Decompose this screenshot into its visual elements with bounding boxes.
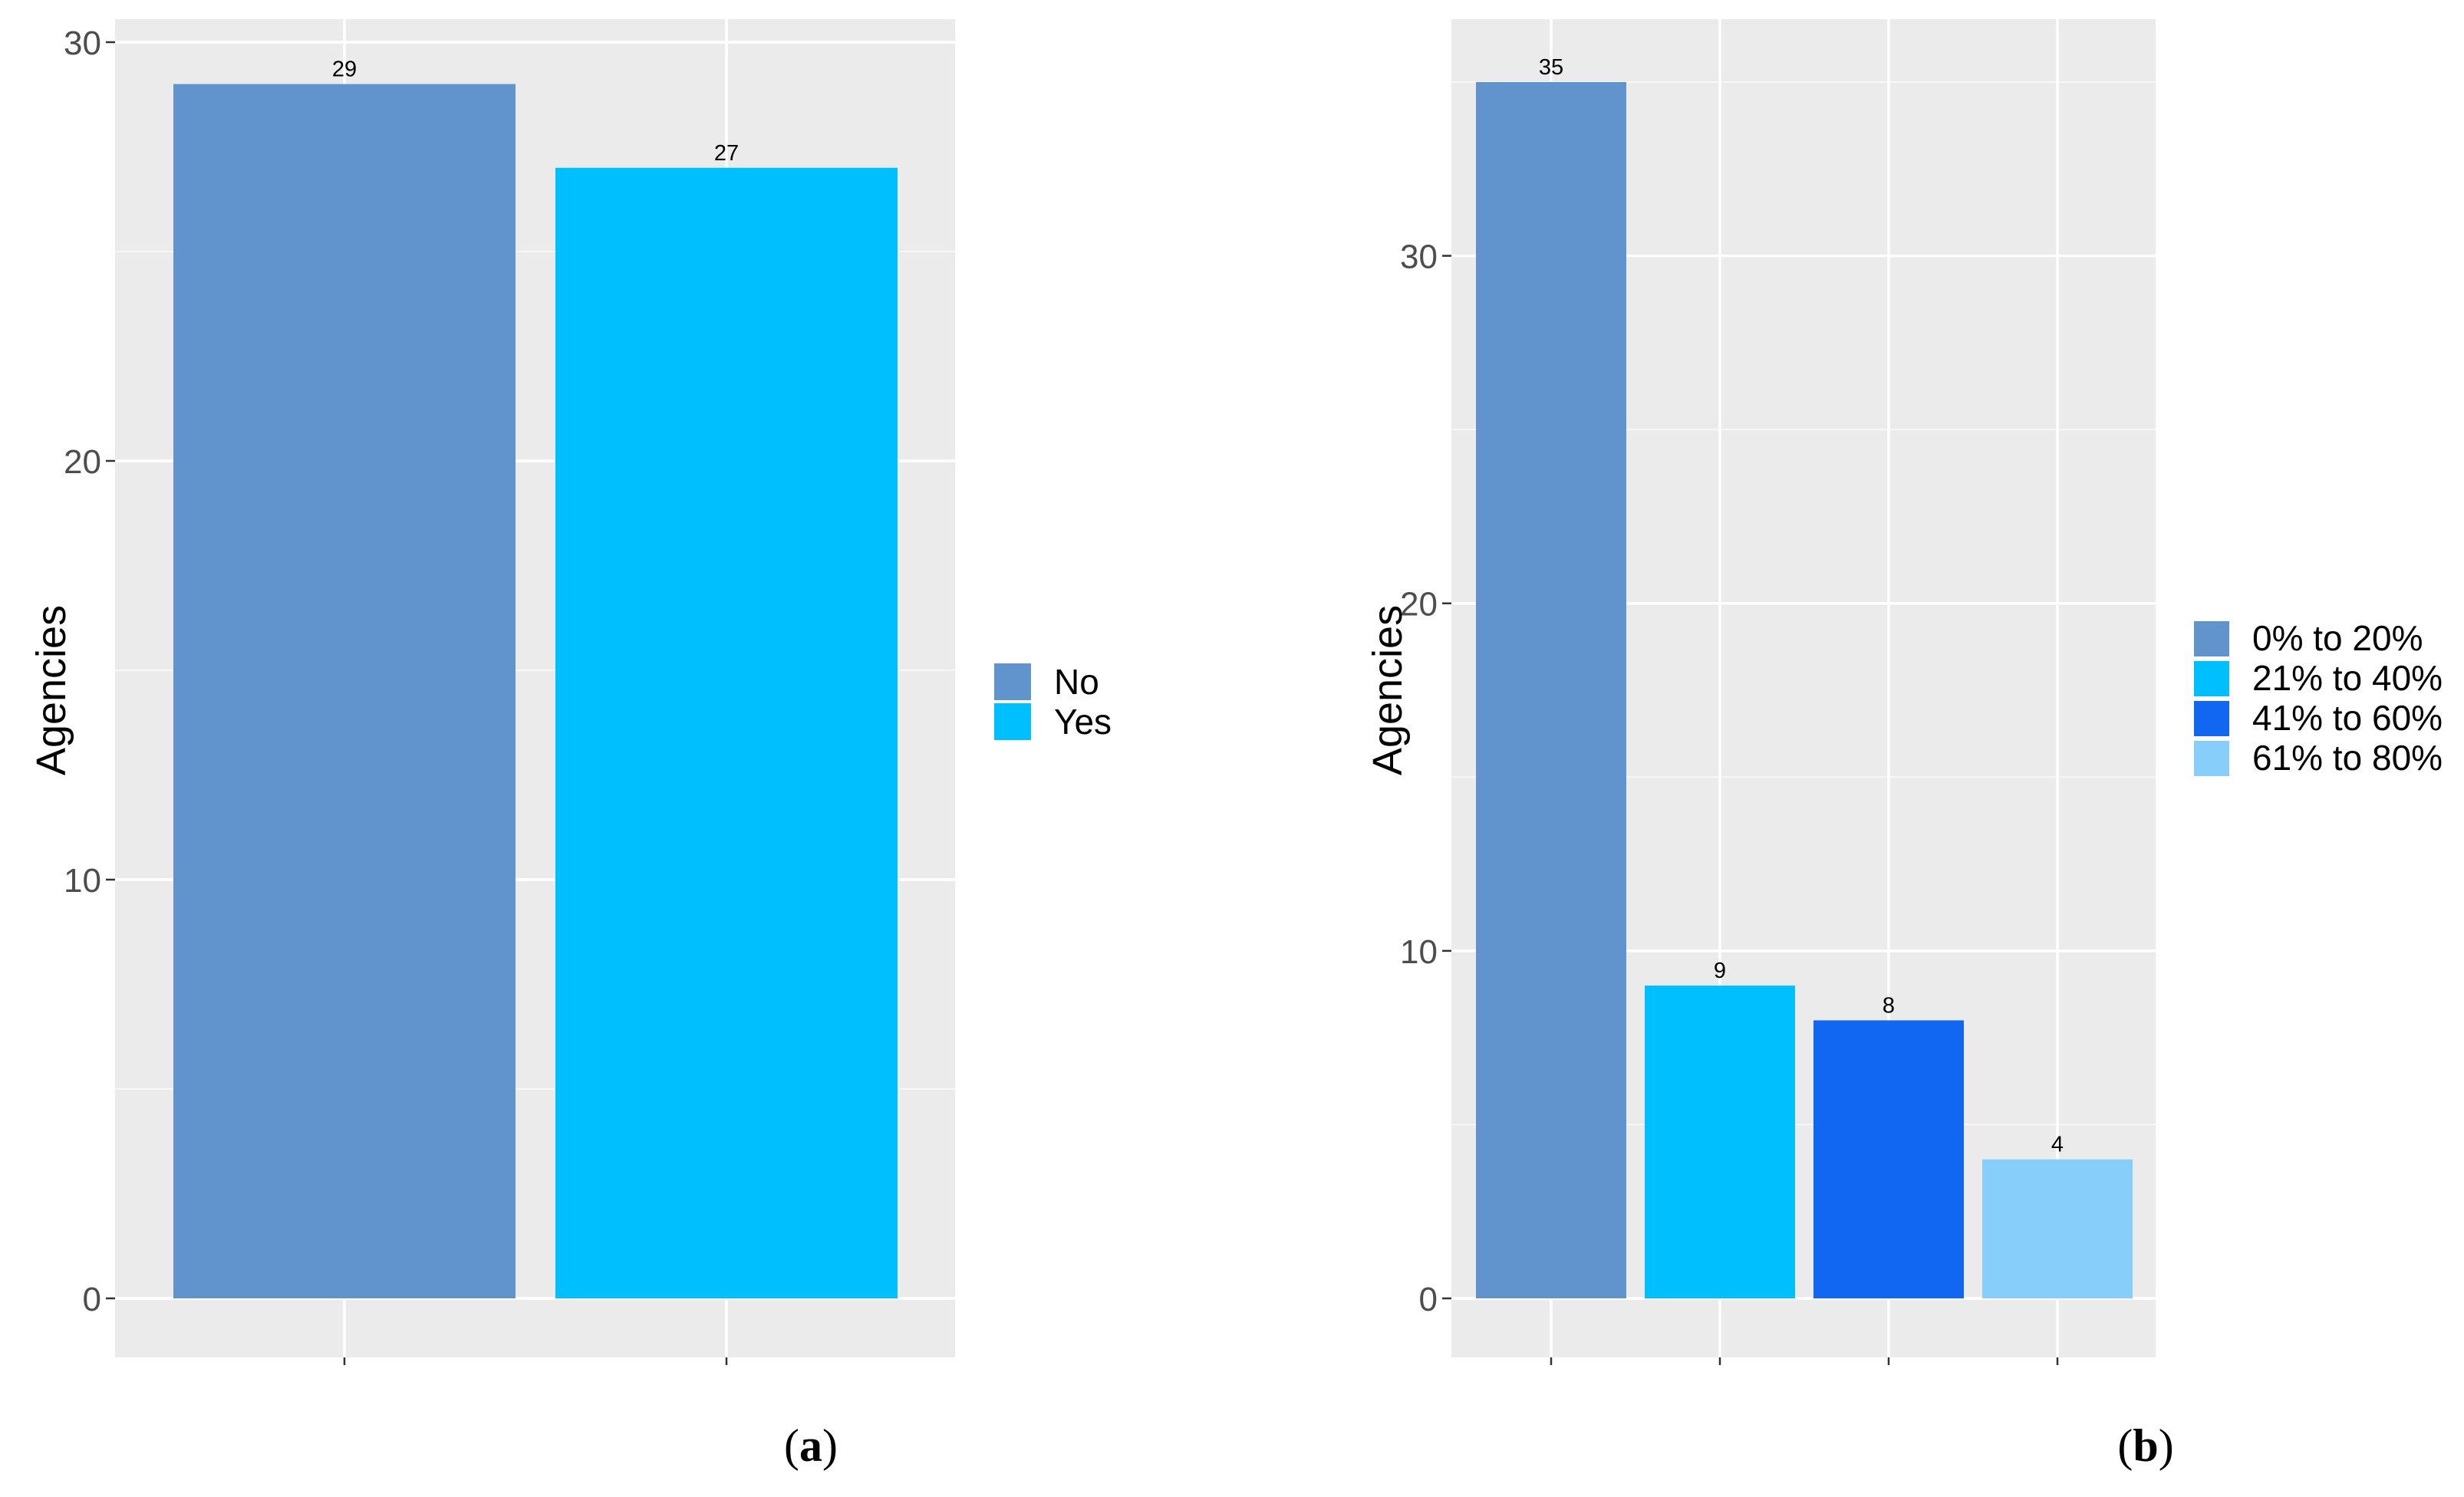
bar-yes — [555, 167, 898, 1298]
bar-61-to-80- — [1982, 1159, 2133, 1298]
bar-value-label: 8 — [1883, 993, 1895, 1018]
y-axis-title: Agencies — [1365, 605, 1411, 775]
legend-label: No — [1054, 662, 1099, 702]
legend-swatch — [2194, 661, 2229, 696]
legend-label: 41% to 60% — [2252, 698, 2443, 738]
legend-label: 61% to 80% — [2252, 738, 2443, 778]
bar-21-to-40- — [1645, 985, 1795, 1298]
bar-no — [173, 84, 516, 1299]
y-tick-label: 0 — [1419, 1281, 1438, 1318]
y-tick-label: 20 — [64, 443, 101, 481]
bar-value-label: 4 — [2051, 1133, 2064, 1157]
y-tick-label: 20 — [1400, 586, 1438, 623]
y-tick-label: 0 — [83, 1281, 101, 1318]
y-axis-title: Agencies — [28, 605, 74, 775]
legend-label: Yes — [1054, 702, 1112, 742]
legend-swatch — [2194, 701, 2229, 736]
bar-value-label: 29 — [332, 58, 357, 82]
bar-value-label: 27 — [714, 141, 739, 166]
bar-value-label: 35 — [1539, 55, 1563, 80]
legend-label: 21% to 40% — [2252, 658, 2443, 698]
legend-label: 0% to 20% — [2252, 618, 2423, 658]
bar-0-to-20- — [1476, 82, 1626, 1298]
legend-swatch — [994, 703, 1031, 740]
legend-swatch — [994, 663, 1031, 700]
bar-41-to-60- — [1813, 1020, 1964, 1298]
legend: 0% to 20%21% to 40%41% to 60%61% to 80% — [2194, 618, 2443, 778]
panel-tag: (b) — [2117, 1420, 2173, 1471]
chart-panel-b: 35 9 8 4 0 10 20 30 Agencies 0% to 20%21% to 40%4… — [1365, 19, 2443, 1471]
y-tick-label: 10 — [64, 862, 101, 900]
bar-value-label: 9 — [1714, 959, 1726, 983]
y-tick-label: 30 — [1400, 239, 1438, 276]
legend-swatch — [2194, 741, 2229, 776]
legend-swatch — [2194, 621, 2229, 656]
y-tick-label: 30 — [64, 25, 101, 62]
y-tick-label: 10 — [1400, 933, 1438, 971]
panel-tag: (a) — [784, 1420, 838, 1471]
